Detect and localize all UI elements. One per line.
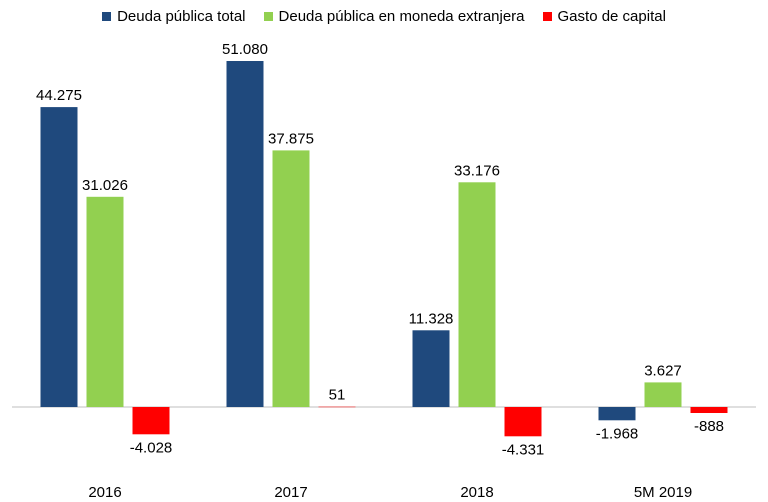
data-label-s1-c1: 37.875 <box>268 130 314 147</box>
legend-swatch-gasto-capital <box>542 12 552 21</box>
bar-s2-c3 <box>690 407 728 413</box>
legend-item-gasto-capital: Gasto de capital <box>542 8 666 25</box>
x-tick-label-1: 2017 <box>274 484 307 501</box>
bar-s2-c1 <box>318 406 356 408</box>
bar-s1-c2 <box>458 182 496 407</box>
data-label-s1-c2: 33.176 <box>454 162 500 179</box>
bar-s1-c1 <box>272 150 310 407</box>
legend-swatch-deuda-extranjera <box>263 12 273 21</box>
legend-swatch-deuda-total <box>102 12 112 21</box>
data-label-s2-c3: -888 <box>694 418 724 435</box>
data-label-s2-c0: -4.028 <box>130 439 173 456</box>
bar-s1-c0 <box>86 196 124 407</box>
data-label-s0-c2: 11.328 <box>409 310 454 327</box>
data-label-s0-c1: 51.080 <box>222 41 268 58</box>
x-tick-label-2: 2018 <box>460 484 493 501</box>
bar-s0-c2 <box>412 330 450 407</box>
data-label-s2-c2: -4.331 <box>502 441 545 458</box>
legend-item-deuda-extranjera: Deuda pública en moneda extranjera <box>263 8 525 25</box>
bar-s0-c3 <box>598 407 636 421</box>
x-tick-label-3: 5M 2019 <box>634 484 692 501</box>
legend-item-deuda-total: Deuda pública total <box>102 8 246 25</box>
data-label-s0-c3: -1.968 <box>596 425 639 442</box>
x-tick-label-0: 2016 <box>88 484 121 501</box>
bar-s1-c3 <box>644 382 682 407</box>
bar-s0-c1 <box>226 61 264 407</box>
bar-s2-c0 <box>132 407 170 435</box>
data-label-s1-c0: 31.026 <box>82 177 128 194</box>
data-label-s1-c3: 3.627 <box>644 362 682 379</box>
legend-label-gasto-capital: Gasto de capital <box>557 8 666 25</box>
data-label-s0-c0: 44.275 <box>36 87 82 104</box>
legend-label-deuda-total: Deuda pública total <box>117 8 246 25</box>
data-label-s2-c1: 51 <box>329 387 346 404</box>
bar-s0-c0 <box>40 107 78 407</box>
legend-label-deuda-extranjera: Deuda pública en moneda extranjera <box>278 8 525 25</box>
legend: Deuda pública total Deuda pública en mon… <box>0 8 768 25</box>
bar-s2-c2 <box>504 407 542 437</box>
